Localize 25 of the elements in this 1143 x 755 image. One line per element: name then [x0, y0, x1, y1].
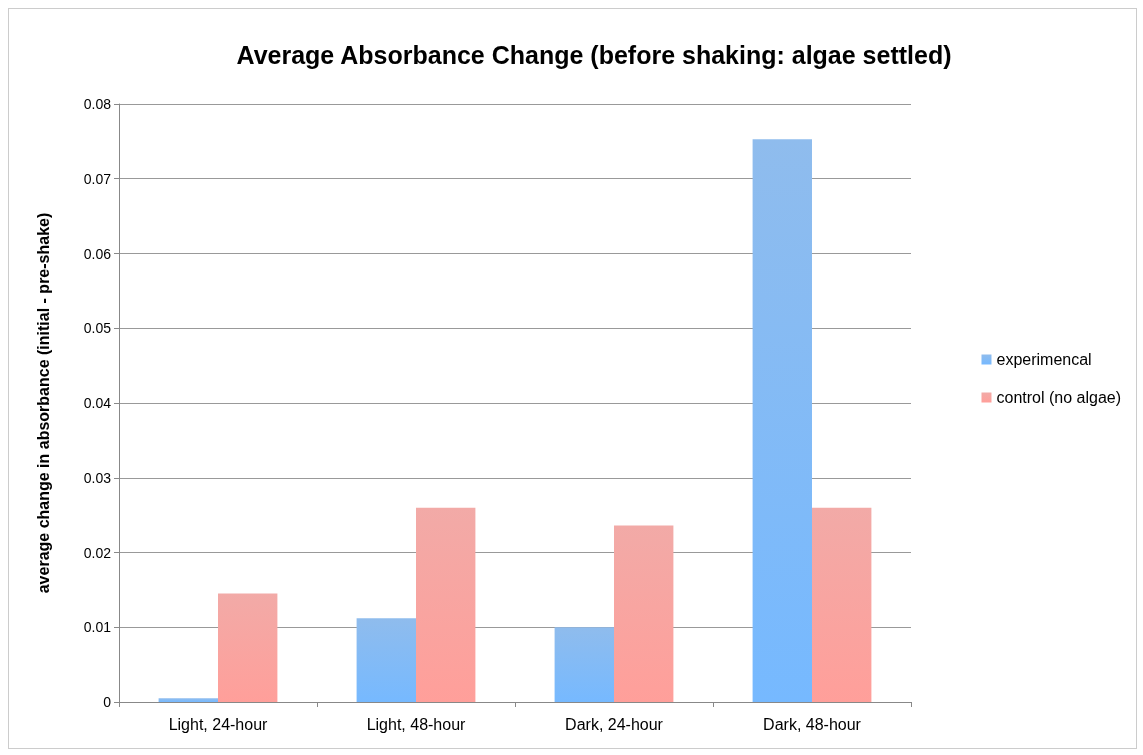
bar [158, 698, 218, 702]
bar [812, 507, 872, 702]
bar [554, 627, 614, 702]
bar [416, 507, 476, 702]
y-tick-label: 0.02 [83, 544, 112, 561]
x-tick-label: Dark, 48-hour [763, 715, 862, 733]
y-tick-label: 0.06 [83, 245, 112, 262]
y-axis-title: average change in absorbance (initial - pre-shake) [34, 212, 52, 594]
x-tick-label: Light, 24-hour [168, 715, 269, 733]
bar [752, 139, 812, 702]
bar [218, 593, 278, 702]
x-tick-label: Light, 48-hour [366, 715, 467, 733]
bar [614, 525, 674, 702]
y-tick-label: 0 [103, 694, 112, 710]
y-tick-label: 0.04 [83, 395, 112, 411]
x-tick-label: Dark, 24-hour [565, 715, 664, 733]
y-tick-label: 0.08 [83, 96, 112, 112]
y-tick-label: 0.01 [83, 619, 112, 636]
legend-label: experimencal [996, 351, 1092, 368]
y-tick-label: 0.05 [83, 320, 112, 337]
legend-label: control (no algae) [996, 389, 1121, 406]
chart-title: Average Absorbance Change (before shaking: algae settled) [236, 40, 952, 69]
y-tick-label: 0.07 [83, 170, 112, 187]
bar [356, 618, 416, 702]
y-tick-label: 0.03 [83, 469, 112, 486]
